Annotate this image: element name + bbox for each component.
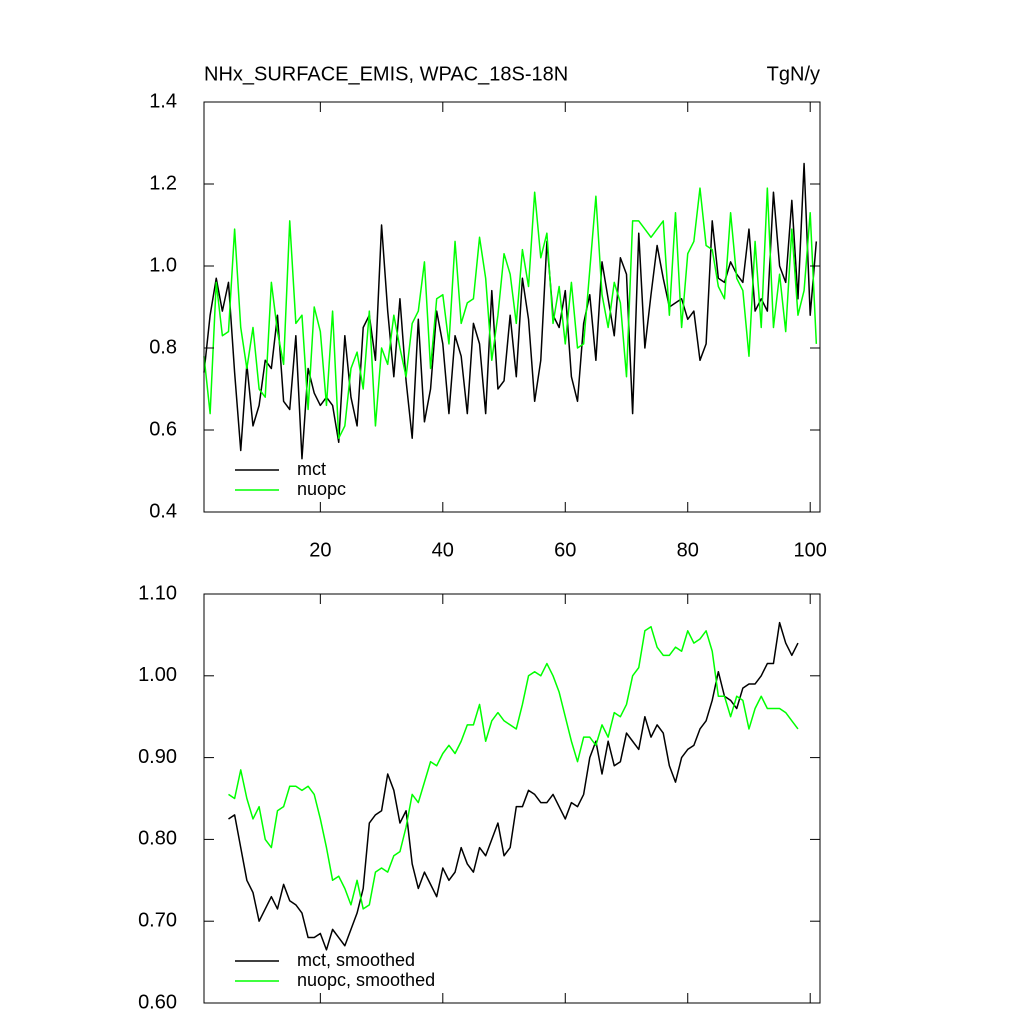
y-tick-label: 0.80 — [138, 828, 177, 850]
series-line — [203, 162, 818, 460]
x-tick-label: 40 — [432, 539, 454, 561]
legend-label: mct, smoothed — [297, 950, 415, 970]
chart-title: NHx_SURFACE_EMIS, WPAC_18S-18N — [204, 63, 568, 85]
legend-label: nuopc — [297, 479, 346, 499]
y-tick-label: 0.70 — [138, 909, 177, 931]
x-tick-label: 100 — [794, 539, 827, 561]
y-tick-label: 0.90 — [138, 746, 177, 768]
series-line — [228, 621, 799, 951]
plot-frame — [203, 593, 821, 1004]
series-line — [228, 625, 799, 910]
y-tick-label: 1.00 — [138, 664, 177, 686]
y-tick-label: 0.4 — [149, 500, 177, 522]
y-tick-label: 1.0 — [149, 254, 177, 276]
units-label: TgN/y — [767, 63, 820, 85]
y-tick-label: 1.4 — [149, 90, 177, 112]
series-line — [203, 187, 818, 439]
x-tick-label: 60 — [554, 539, 576, 561]
y-tick-label: 0.6 — [149, 418, 177, 440]
legend-label: mct — [297, 459, 326, 479]
y-tick-label: 0.60 — [138, 991, 177, 1013]
y-tick-label: 0.8 — [149, 336, 177, 358]
legend-label: nuopc, smoothed — [297, 970, 435, 990]
x-tick-label: 20 — [309, 539, 331, 561]
y-tick-label: 1.10 — [138, 582, 177, 604]
y-tick-label: 1.2 — [149, 172, 177, 194]
plot-frame — [203, 101, 821, 513]
x-tick-label: 80 — [677, 539, 699, 561]
